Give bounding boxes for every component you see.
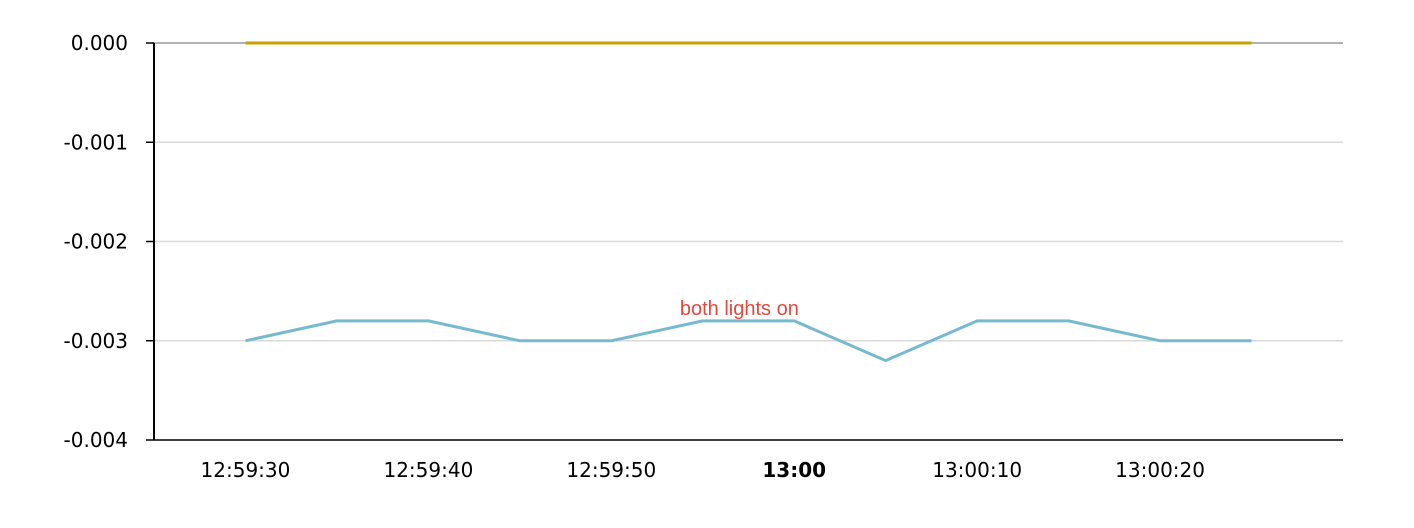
x-tick-label: 13:00:10 <box>932 458 1022 482</box>
annotation-label: both lights on <box>680 298 799 320</box>
grid-layer <box>154 42 1343 342</box>
y-tick-label: -0.001 <box>64 130 128 154</box>
x-tick-label: 13:00 <box>762 458 826 482</box>
y-tick-label: -0.004 <box>64 428 128 452</box>
series-layer <box>245 41 1252 363</box>
label-layer: 0.000 -0.001 -0.002 -0.003 -0.004 12:59:30 12:… <box>64 31 1205 482</box>
axis-layer <box>146 42 1343 441</box>
y-tick-label: -0.003 <box>64 329 128 353</box>
x-tick-label: 13:00:20 <box>1115 458 1205 482</box>
x-tick-label: 12:59:40 <box>383 458 473 482</box>
series-line-2 <box>245 319 1252 363</box>
y-tick-label: -0.002 <box>64 230 128 254</box>
y-tick-label: 0.000 <box>71 31 128 55</box>
x-tick-label: 12:59:30 <box>201 458 291 482</box>
x-tick-label: 12:59:50 <box>566 458 656 482</box>
